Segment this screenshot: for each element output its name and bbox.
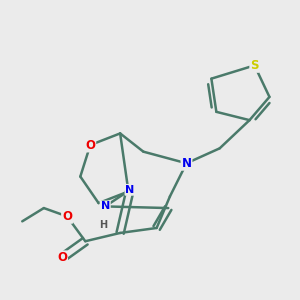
Text: N: N (100, 201, 110, 212)
Text: O: O (57, 251, 67, 264)
Text: H: H (100, 220, 108, 230)
Text: N: N (182, 157, 191, 170)
Text: O: O (85, 139, 95, 152)
Text: S: S (250, 59, 259, 72)
Text: N: N (125, 185, 135, 195)
Text: O: O (62, 210, 72, 223)
